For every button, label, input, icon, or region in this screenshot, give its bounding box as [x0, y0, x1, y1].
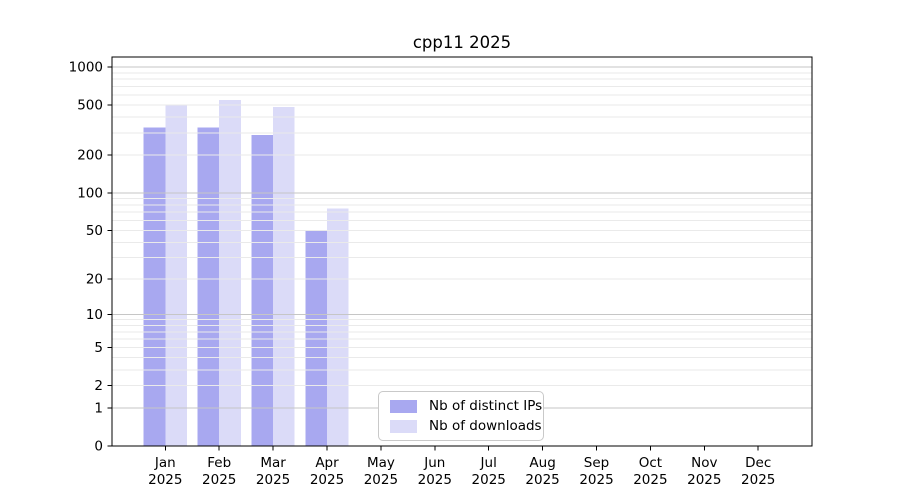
x-tick-label-month-aug: Aug — [529, 455, 555, 471]
x-tick-label-year-feb: 2025 — [202, 472, 236, 488]
bar-distinct-ips-jan — [143, 127, 166, 446]
legend-swatch-distinct-ips — [390, 399, 417, 413]
x-tick-label-year-aug: 2025 — [525, 472, 559, 488]
y-tick-label-0: 0 — [94, 439, 103, 455]
bar-distinct-ips-mar — [251, 135, 274, 446]
x-tick-label-year-may: 2025 — [364, 472, 398, 488]
x-tick-label-year-jan: 2025 — [148, 472, 182, 488]
legend-item-downloads: Nb of downloads — [390, 419, 543, 433]
x-tick-label-year-sep: 2025 — [579, 472, 613, 488]
bar-downloads-feb — [219, 99, 241, 447]
y-tick-label-200: 200 — [77, 148, 103, 164]
x-tick-label-year-oct: 2025 — [633, 472, 667, 488]
x-tick-label-month-oct: Oct — [639, 455, 662, 471]
y-tick-label-5: 5 — [94, 340, 103, 356]
x-tick-label-month-apr: Apr — [315, 455, 339, 471]
x-tick-label-year-nov: 2025 — [687, 472, 721, 488]
y-tick-label-1000: 1000 — [69, 60, 103, 76]
legend-item-distinct-ips: Nb of distinct IPs — [390, 399, 543, 413]
x-tick-label-month-nov: Nov — [691, 455, 717, 471]
x-tick-label-month-mar: Mar — [260, 455, 286, 471]
bar-downloads-mar — [273, 106, 295, 447]
x-tick-label-year-jun: 2025 — [418, 472, 452, 488]
x-tick-label-month-dec: Dec — [745, 455, 771, 471]
y-tick-label-50: 50 — [86, 223, 103, 239]
y-tick-label-500: 500 — [77, 98, 103, 114]
x-tick-label-month-sep: Sep — [584, 455, 609, 471]
axes-spines — [111, 56, 813, 447]
x-tick-label-year-dec: 2025 — [741, 472, 775, 488]
bar-distinct-ips-apr — [305, 230, 327, 446]
y-tick-label-100: 100 — [77, 185, 103, 201]
y-tick-label-1: 1 — [94, 401, 103, 417]
legend: Nb of distinct IPs Nb of downloads — [378, 391, 544, 441]
bar-downloads-jan — [165, 105, 187, 446]
x-tick-label-month-feb: Feb — [207, 455, 231, 471]
x-tick-label-month-jan: Jan — [154, 455, 176, 471]
legend-swatch-downloads — [390, 419, 417, 433]
bar-downloads-apr — [327, 208, 349, 446]
x-tick-label-month-jun: Jun — [423, 455, 445, 471]
x-tick-label-year-mar: 2025 — [256, 472, 290, 488]
legend-label-distinct-ips: Nb of distinct IPs — [429, 398, 543, 414]
x-tick-label-month-jul: Jul — [480, 455, 497, 471]
bar-distinct-ips-feb — [197, 127, 220, 447]
x-tick-label-year-apr: 2025 — [310, 472, 344, 488]
x-tick-label-year-jul: 2025 — [472, 472, 506, 488]
legend-label-downloads: Nb of downloads — [429, 418, 542, 434]
chart-title: cpp11 2025 — [412, 33, 512, 52]
y-tick-label-20: 20 — [86, 272, 103, 288]
x-tick-label-month-may: May — [367, 455, 395, 471]
y-tick-label-10: 10 — [86, 307, 103, 323]
y-tick-label-2: 2 — [94, 378, 103, 394]
